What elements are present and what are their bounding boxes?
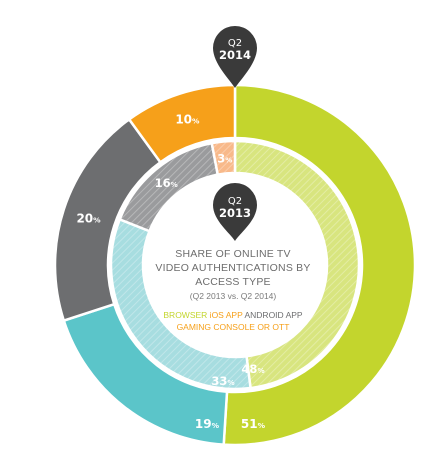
data-label-unit: % <box>171 180 178 189</box>
slice-hatch-q2-2013-android-app <box>119 143 218 232</box>
pin-q2-2013-line-2: 2013 <box>219 206 251 220</box>
data-label-unit: % <box>258 421 266 430</box>
data-label-unit: % <box>257 366 264 375</box>
center-title-line-2: VIDEO AUTHENTICATIONS BY <box>155 262 310 274</box>
data-label-q2-2013-ios-app: 33% <box>211 374 234 388</box>
pin-q2-2014-line-1: Q2 <box>228 38 242 49</box>
data-label-value: 10 <box>175 113 192 127</box>
data-label-value: 16 <box>155 176 171 190</box>
data-label-q2-2014-browser: 51% <box>241 417 266 431</box>
legend-item-gaming-console-or-ott: GAMING CONSOLE OR OTT <box>177 322 290 332</box>
slice-hatch-q2-2013-gaming-console <box>211 141 235 175</box>
slice-q2-2014-browser <box>222 83 417 447</box>
data-label-value: 19 <box>195 417 212 431</box>
data-label-q2-2014-ios-app: 19% <box>195 417 220 431</box>
data-label-q2-2014-gaming-console: 10% <box>175 113 200 127</box>
pin-q2-2014: Q2 2014 <box>213 26 257 88</box>
data-label-value: 48 <box>241 362 257 376</box>
pin-q2-2013-marker <box>213 183 257 241</box>
data-label-q2-2013-browser: 48% <box>241 362 264 376</box>
data-label-unit: % <box>192 117 200 126</box>
data-label-value: 51 <box>241 417 258 431</box>
pin-q2-2013-line-1: Q2 <box>228 196 242 207</box>
legend-item-browser: BROWSER <box>163 310 207 320</box>
slice-labels: 51%19%20%10%48%33%16%3% <box>76 113 265 431</box>
data-label-value: 3 <box>217 151 225 165</box>
legend-line-1: BROWSER iOS APP ANDROID APP <box>163 310 303 320</box>
center-title-line-1: SHARE OF ONLINE TV <box>175 248 290 260</box>
center-subtitle: (Q2 2013 vs. Q2 2014) <box>190 291 277 301</box>
center-text: SHARE OF ONLINE TV VIDEO AUTHENTICATIONS… <box>155 248 310 332</box>
center-title-line-3: ACCESS TYPE <box>195 276 271 288</box>
legend-item-android-app: ANDROID APP <box>243 310 303 320</box>
inner-ring-q2-2013 <box>109 139 361 391</box>
data-label-unit: % <box>212 421 220 430</box>
legend-item-ios-app: iOS APP <box>207 310 243 320</box>
data-label-unit: % <box>93 215 101 224</box>
data-label-value: 20 <box>76 211 93 225</box>
legend-line-2: GAMING CONSOLE OR OTT <box>177 322 290 332</box>
data-label-q2-2013-gaming-console: 3% <box>217 151 232 165</box>
data-label-q2-2013-android-app: 16% <box>155 176 178 190</box>
pin-q2-2013: Q2 2013 <box>213 183 257 241</box>
slice-hatch-q2-2013-ios-app <box>110 219 251 390</box>
pin-q2-2014-line-2: 2014 <box>219 48 251 62</box>
slice-hatch-q2-2013-browser <box>235 141 359 389</box>
data-label-value: 33 <box>211 374 227 388</box>
data-label-unit: % <box>227 378 234 387</box>
data-label-unit: % <box>225 155 232 164</box>
outer-ring-q2-2014 <box>53 83 417 447</box>
data-label-q2-2014-android-app: 20% <box>76 211 101 225</box>
pin-q2-2014-marker <box>213 26 257 88</box>
center-hole <box>145 175 325 355</box>
